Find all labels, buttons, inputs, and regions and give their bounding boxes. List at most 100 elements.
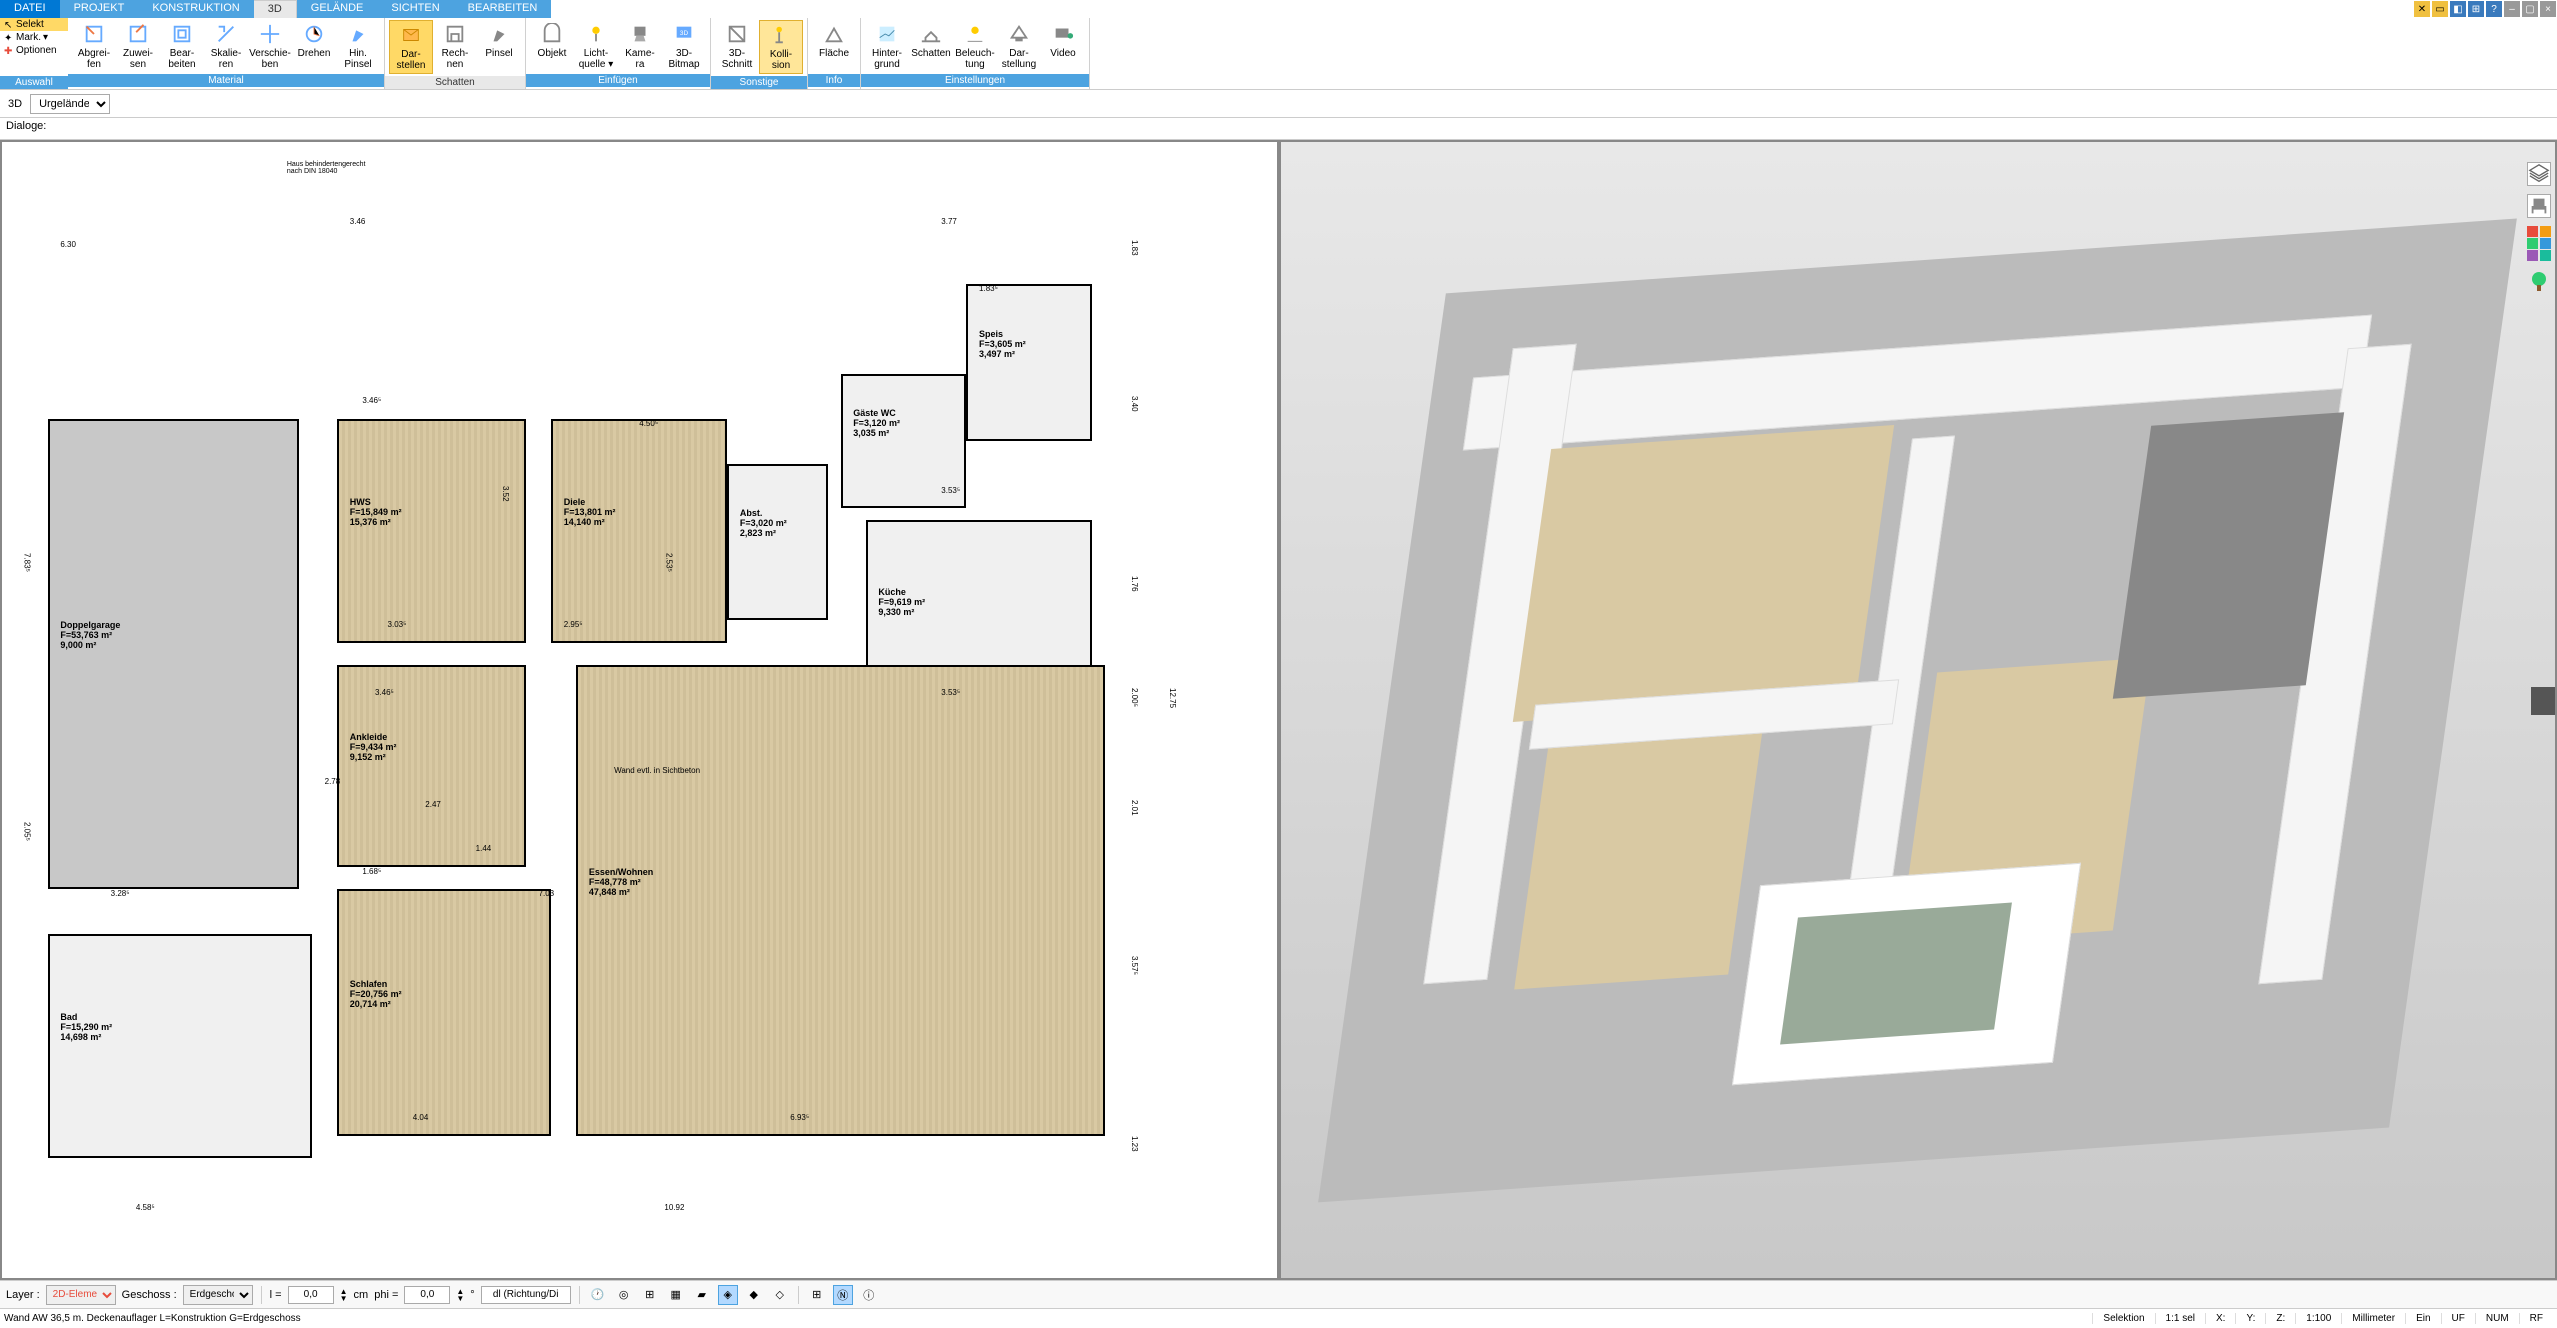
ribbon-btn-label: Licht-quelle ▾ [579, 48, 614, 70]
layers-icon[interactable] [2527, 162, 2551, 186]
ribbon-drehen-button[interactable]: Drehen [292, 20, 336, 72]
dl-input[interactable] [481, 1286, 571, 1304]
layers3-icon[interactable]: ◇ [770, 1285, 790, 1305]
ribbon-flche-button[interactable]: Fläche [812, 20, 856, 72]
floorplan-2d-pane[interactable]: Haus behindertengerecht nach DIN 18040Do… [2, 142, 1277, 1278]
status-rf: RF [2519, 1313, 2553, 1324]
room-abst[interactable] [727, 464, 828, 621]
tree-icon[interactable] [2527, 269, 2551, 293]
palette-color[interactable] [2540, 226, 2551, 237]
menu-sichten[interactable]: SICHTEN [377, 0, 453, 18]
palette-color[interactable] [2527, 238, 2538, 249]
ribbon-icon [538, 22, 566, 46]
room-schlafen[interactable] [337, 889, 551, 1135]
group-title: Einstellungen [861, 74, 1089, 87]
urgelaende-select[interactable]: Urgelände [30, 94, 110, 114]
ribbon-skalie-button[interactable]: Skalie-ren [204, 20, 248, 72]
dimension-label: 3.57⁵ [1130, 956, 1139, 975]
grid2-icon[interactable]: ⊞ [807, 1285, 827, 1305]
palette-color[interactable] [2540, 238, 2551, 249]
view-3d-pane[interactable] [1281, 142, 2556, 1278]
help-icon[interactable]: ? [2486, 1, 2502, 17]
grid-icon[interactable]: ◈ [718, 1285, 738, 1305]
layer-icon[interactable]: ▦ [666, 1285, 686, 1305]
stepper-icon[interactable]: ▲▼ [340, 1288, 348, 1302]
room-hws[interactable] [337, 419, 526, 643]
menu-projekt[interactable]: PROJEKT [60, 0, 139, 18]
fill-icon[interactable]: ▰ [692, 1285, 712, 1305]
menu-gelaende[interactable]: GELÄNDE [297, 0, 378, 18]
ribbon-dar-button[interactable]: Dar-stellen [389, 20, 433, 74]
win-tool-icon[interactable]: ▭ [2432, 1, 2448, 17]
ribbon-verschie-button[interactable]: Verschie-ben [248, 20, 292, 72]
info-icon[interactable]: ⓘ [859, 1285, 879, 1305]
ribbon-objekt-button[interactable]: Objekt [530, 20, 574, 72]
dimension-label: 12.75 [1168, 688, 1177, 708]
ribbon-btn-label: Kolli-sion [770, 49, 792, 71]
ribbon-btn-label: Hin.Pinsel [344, 48, 371, 70]
ribbon-video-button[interactable]: Video [1041, 20, 1085, 72]
dimension-label: 1.83 [1130, 240, 1139, 256]
optionen-button[interactable]: ✚Optionen [0, 44, 68, 57]
ribbon-dar-button[interactable]: Dar-stellung [997, 20, 1041, 72]
ribbon-btn-label: Verschie-ben [249, 48, 291, 70]
dialoge-label: Dialoge: [0, 118, 2557, 140]
menu-datei[interactable]: DATEI [0, 0, 60, 18]
room-speis[interactable] [966, 284, 1092, 441]
layers2-icon[interactable]: ◆ [744, 1285, 764, 1305]
ribbon-kolli-button[interactable]: Kolli-sion [759, 20, 803, 74]
ribbon-abgrei-button[interactable]: Abgrei-fen [72, 20, 116, 72]
ribbon-icon [485, 22, 513, 46]
status-num: NUM [2475, 1313, 2519, 1324]
ribbon-rech-button[interactable]: Rech-nen [433, 20, 477, 74]
ribbon-licht-button[interactable]: Licht-quelle ▾ [574, 20, 618, 72]
room-ankleide[interactable] [337, 665, 526, 867]
status-ratio: 1:1 sel [2155, 1313, 2205, 1324]
cursor-icon: ↖ [4, 20, 14, 30]
snap-icon[interactable]: ⊞ [640, 1285, 660, 1305]
room-diele[interactable] [551, 419, 727, 643]
ribbon-d-button[interactable]: 3D3D-Bitmap [662, 20, 706, 72]
ribbon-hinter-button[interactable]: Hinter-grund [865, 20, 909, 72]
ribbon-beleuch-button[interactable]: Beleuch-tung [953, 20, 997, 72]
ribbon-kame-button[interactable]: Kame-ra [618, 20, 662, 72]
ribbon-btn-label: 3D-Schnitt [722, 48, 753, 70]
layer-select[interactable]: 2D-Elemen [46, 1285, 116, 1305]
menu-konstruktion[interactable]: KONSTRUKTION [138, 0, 253, 18]
minimize-icon[interactable]: – [2504, 1, 2520, 17]
phi-input[interactable] [404, 1286, 450, 1304]
dimension-label: 3.46⁵ [375, 688, 394, 697]
palette-color[interactable] [2527, 250, 2538, 261]
dimension-label: 3.28⁵ [111, 889, 130, 898]
clock-icon[interactable]: 🕐 [588, 1285, 608, 1305]
win-tool-icon[interactable]: ✕ [2414, 1, 2430, 17]
geschoss-select[interactable]: Erdgeschos [183, 1285, 253, 1305]
win-tool-icon[interactable]: ◧ [2450, 1, 2466, 17]
ribbon-hin-button[interactable]: Hin.Pinsel [336, 20, 380, 72]
win-tool-icon[interactable]: ⊞ [2468, 1, 2484, 17]
menu-bearbeiten[interactable]: BEARBEITEN [454, 0, 552, 18]
palette-color[interactable] [2527, 226, 2538, 237]
ribbon-bear-button[interactable]: Bear-beiten [160, 20, 204, 72]
menu-3d[interactable]: 3D [254, 0, 297, 18]
maximize-icon[interactable]: ▢ [2522, 1, 2538, 17]
stepper-icon[interactable]: ▲▼ [456, 1288, 464, 1302]
ribbon-d-button[interactable]: 3D-Schnitt [715, 20, 759, 74]
ribbon-schatten-button[interactable]: Schatten [909, 20, 953, 72]
ribbon-zuwei-button[interactable]: Zuwei-sen [116, 20, 160, 72]
north-icon[interactable]: Ⓝ [833, 1285, 853, 1305]
mark-button[interactable]: ✦Mark. ▾ [0, 31, 68, 44]
target-icon[interactable]: ◎ [614, 1285, 634, 1305]
palette-color[interactable] [2540, 250, 2551, 261]
selekt-button[interactable]: ↖Selekt [0, 18, 68, 31]
close-icon[interactable]: × [2540, 1, 2556, 17]
room-doppelgarage[interactable] [48, 419, 300, 889]
dimension-label: 4.04 [413, 1113, 429, 1122]
room-bad[interactable] [48, 934, 312, 1158]
room-essenwohnen[interactable] [576, 665, 1105, 1135]
ribbon-pinsel-button[interactable]: Pinsel [477, 20, 521, 74]
chair-icon[interactable] [2527, 194, 2551, 218]
drawer-handle-icon[interactable] [2531, 687, 2555, 715]
l-input[interactable] [288, 1286, 334, 1304]
ribbon-btn-label: Dar-stellung [1002, 48, 1036, 70]
